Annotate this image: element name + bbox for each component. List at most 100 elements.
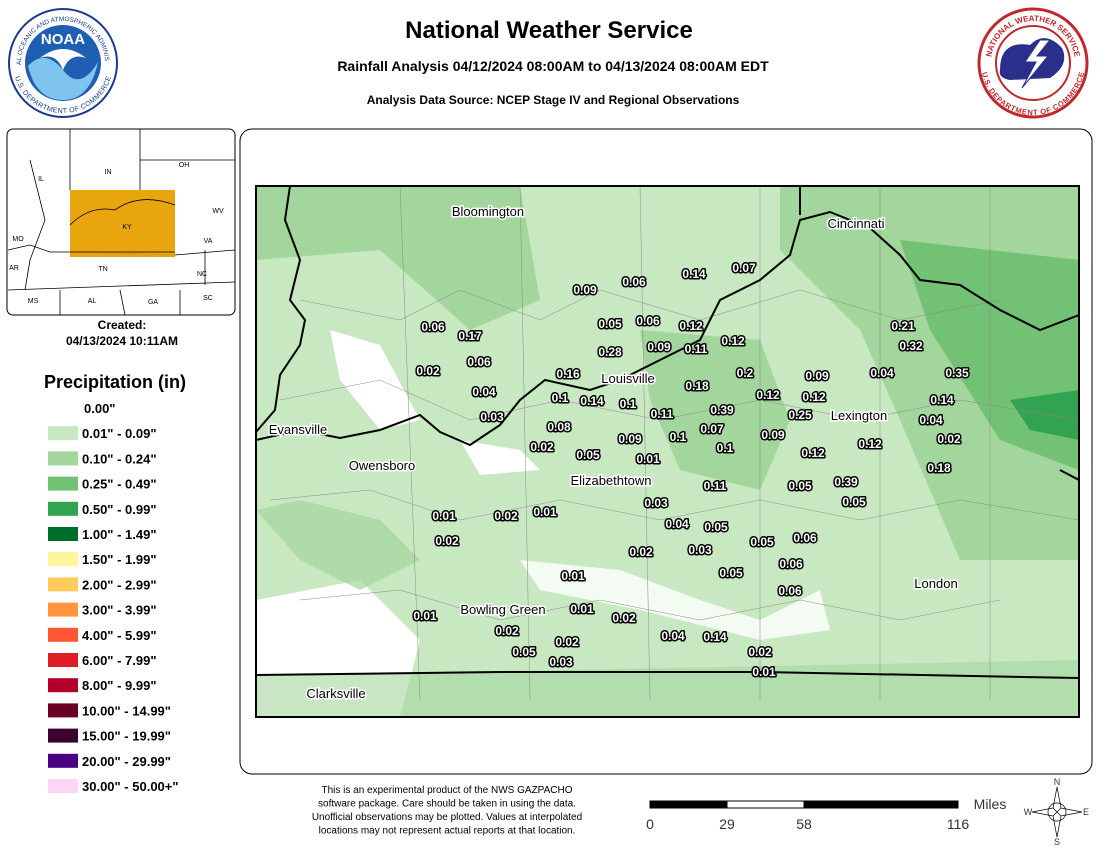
noaa-logo: NOAA NATIONAL OCEANIC AND ATMOSPHERIC AD…	[0, 0, 118, 118]
map-area	[256, 186, 1079, 717]
observation: 0.39	[710, 403, 734, 417]
city-label: Cincinnati	[827, 216, 884, 231]
legend-label: 0.50" - 0.99"	[82, 502, 156, 517]
observation: 0.25	[788, 408, 812, 422]
observation: 0.09	[573, 283, 597, 297]
subtitle: Rainfall Analysis 04/12/2024 08:00AM to …	[337, 58, 769, 74]
observation: 0.01	[533, 505, 557, 519]
observation: 0.17	[458, 329, 482, 343]
observation: 0.03	[549, 655, 573, 669]
observation: 0.06	[636, 314, 660, 328]
state-label: GA	[148, 299, 158, 306]
legend-swatch	[48, 552, 78, 567]
city-label: London	[914, 576, 957, 591]
observation: 0.1	[670, 430, 687, 444]
disclaimer-line: locations may not represent actual repor…	[319, 826, 576, 837]
observation: 0.06	[793, 531, 817, 545]
inset-area	[70, 190, 175, 257]
map-border	[255, 185, 1080, 718]
observation: 0.1	[552, 391, 569, 405]
observation: 0.05	[788, 479, 812, 493]
observation: 0.14	[703, 630, 727, 644]
observation: 0.11	[704, 479, 727, 493]
legend-swatch	[48, 527, 78, 541]
legend-swatch	[48, 728, 78, 743]
compass-letter: N	[1054, 777, 1061, 787]
state-label: IL	[38, 176, 44, 183]
observation: 0.05	[598, 317, 622, 331]
legend-label: 2.00" - 2.99"	[82, 577, 156, 592]
disclaimer-line: This is an experimental product of the N…	[321, 785, 572, 796]
observation: 0.05	[719, 566, 743, 580]
scale-label: 116	[947, 816, 970, 832]
observation: 0.11	[685, 342, 708, 356]
observation: 0.05	[576, 448, 600, 462]
observation: 0.12	[756, 388, 780, 402]
logo-text: NOAA	[41, 31, 85, 48]
legend-swatch	[48, 401, 78, 415]
observation: 0.01	[752, 665, 776, 679]
legend-label: 1.50" - 1.99"	[82, 552, 156, 567]
legend-label: 20.00" - 29.99"	[82, 754, 171, 769]
legend-label: 10.00" - 14.99"	[82, 703, 171, 718]
legend-label: 3.00" - 3.99"	[82, 603, 156, 618]
scale-segment	[726, 800, 805, 809]
legend-title: Precipitation (in)	[44, 372, 186, 392]
observation: 0.02	[612, 611, 636, 625]
observation: 0.01	[561, 569, 585, 583]
observation: 0.05	[704, 520, 728, 534]
observation: 0.01	[636, 452, 660, 466]
observation: 0.12	[801, 446, 825, 460]
observation: 0.1	[717, 441, 734, 455]
legend-swatch	[48, 476, 78, 491]
observation: 0.03	[688, 543, 712, 557]
city-label: Clarksville	[306, 686, 365, 701]
state-label: TN	[98, 266, 107, 273]
observation: 0.14	[682, 267, 706, 281]
observation: 0.11	[651, 407, 674, 421]
legend-swatch	[48, 703, 78, 718]
observation: 0.06	[779, 557, 803, 571]
state-label: SC	[203, 295, 213, 302]
state-label: IN	[105, 169, 112, 176]
observation: 0.05	[842, 495, 866, 509]
scale-segment	[803, 800, 959, 809]
observation: 0.02	[555, 635, 579, 649]
inset-borders	[7, 129, 236, 316]
observation: 0.02	[435, 534, 459, 548]
observation: 0.06	[778, 584, 802, 598]
city-label: Owensboro	[349, 458, 415, 473]
legend-swatch	[48, 501, 78, 516]
legend-label: 0.01" - 0.09"	[82, 426, 156, 441]
legend-swatch	[48, 653, 78, 667]
legend-label: 30.00" - 50.00+"	[82, 779, 179, 794]
observation: 0.04	[665, 517, 689, 531]
compass-letter: W	[1024, 807, 1033, 817]
legend-swatch	[48, 577, 78, 592]
observation: 0.03	[480, 410, 504, 424]
legend-swatch	[48, 678, 78, 693]
created-label: Created:	[98, 318, 147, 332]
state-label: WV	[212, 208, 224, 215]
observation: 0.09	[761, 428, 785, 442]
observation: 0.06	[421, 320, 445, 334]
state-label: OH	[179, 162, 190, 169]
compass	[1031, 786, 1083, 838]
source: Analysis Data Source: NCEP Stage IV and …	[367, 93, 740, 107]
observation: 0.39	[834, 475, 858, 489]
observation: 0.1	[620, 397, 637, 411]
legend-swatch	[48, 753, 78, 768]
legend-label: 1.00" - 1.49"	[82, 527, 156, 542]
observation: 0.04	[919, 413, 943, 427]
legend-swatch	[48, 602, 78, 617]
nws-logo: NATIONAL WEATHER SERVICE U.S. DEPARTMENT…	[977, 7, 1089, 119]
observation: 0.12	[679, 319, 703, 333]
legend-label: 0.00"	[84, 401, 115, 416]
observation: 0.18	[927, 461, 951, 475]
observation: 0.07	[732, 261, 756, 275]
city-label: Bowling Green	[460, 602, 545, 617]
compass-letter: S	[1054, 837, 1060, 847]
state-label: AL	[88, 298, 97, 305]
observation: 0.14	[930, 393, 954, 407]
observation: 0.09	[805, 369, 829, 383]
